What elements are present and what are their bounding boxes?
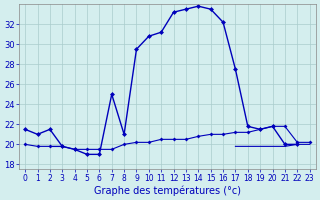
X-axis label: Graphe des températures (°c): Graphe des températures (°c) [94,185,241,196]
